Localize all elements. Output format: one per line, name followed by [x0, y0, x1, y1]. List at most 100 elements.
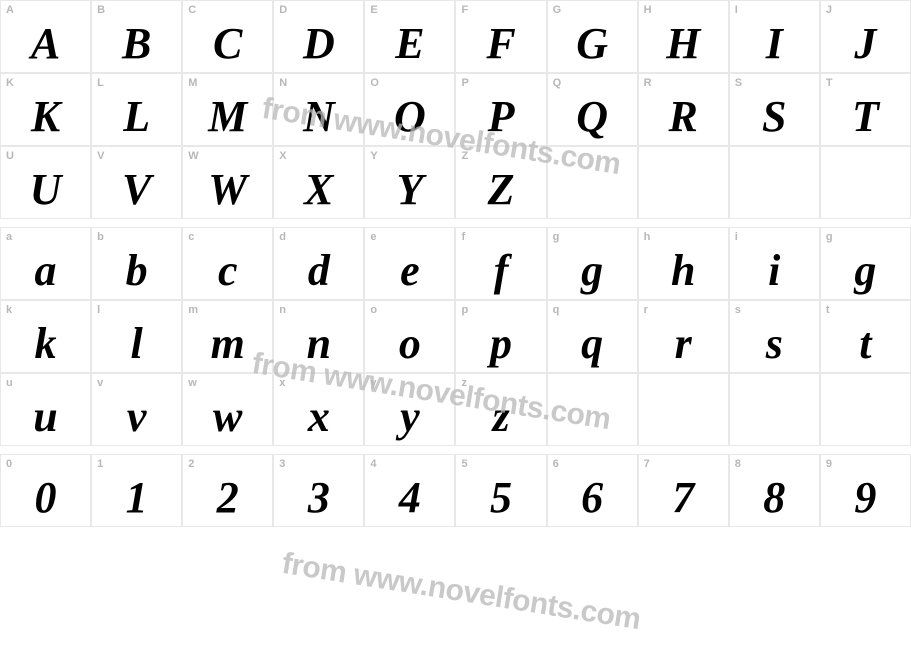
cell-glyph: g: [821, 249, 910, 293]
cell-label: 9: [826, 458, 832, 470]
charmap-cell: ss: [729, 300, 820, 373]
cell-label: 8: [735, 458, 741, 470]
cell-glyph: M: [183, 95, 272, 139]
charmap-cell: YY: [364, 146, 455, 219]
cell-glyph: X: [274, 168, 363, 212]
charmap-cell: mm: [182, 300, 273, 373]
charmap-cell: NN: [273, 73, 364, 146]
cell-label: 6: [553, 458, 559, 470]
charmap-block-digits: 00112233445566778899: [0, 454, 911, 527]
charmap-cell: zz: [455, 373, 546, 446]
watermark: from www.novelfonts.com: [280, 547, 643, 637]
charmap-cell: xx: [273, 373, 364, 446]
charmap-cell: oo: [364, 300, 455, 373]
cell-glyph: w: [183, 395, 272, 439]
cell-label: e: [370, 231, 376, 243]
cell-glyph: O: [365, 95, 454, 139]
cell-label: O: [370, 77, 379, 89]
cell-label: y: [370, 377, 376, 389]
charmap-row: kkllmmnnooppqqrrsstt: [0, 300, 911, 373]
cell-label: t: [826, 304, 830, 316]
charmap-row: uuvvwwxxyyzz: [0, 373, 911, 446]
cell-label: 7: [644, 458, 650, 470]
cell-glyph: q: [548, 322, 637, 366]
cell-glyph: L: [92, 95, 181, 139]
charmap-cell: uu: [0, 373, 91, 446]
charmap-cell: ee: [364, 227, 455, 300]
charmap-cell: 99: [820, 454, 911, 527]
charmap-cell: SS: [729, 73, 820, 146]
cell-label: b: [97, 231, 104, 243]
cell-label: R: [644, 77, 652, 89]
charmap-cell: BB: [91, 0, 182, 73]
cell-glyph: 3: [274, 476, 363, 520]
cell-glyph: d: [274, 249, 363, 293]
cell-glyph: e: [365, 249, 454, 293]
charmap-cell: 88: [729, 454, 820, 527]
cell-glyph: s: [730, 322, 819, 366]
cell-glyph: J: [821, 22, 910, 66]
cell-glyph: 5: [456, 476, 545, 520]
charmap-row: KKLLMMNNOOPPQQRRSSTT: [0, 73, 911, 146]
cell-label: F: [461, 4, 468, 16]
charmap-row: aabbccddeeffgghhiigg: [0, 227, 911, 300]
charmap-cell: yy: [364, 373, 455, 446]
cell-glyph: y: [365, 395, 454, 439]
cell-label: H: [644, 4, 652, 16]
charmap-cell: EE: [364, 0, 455, 73]
cell-glyph: F: [456, 22, 545, 66]
cell-glyph: V: [92, 168, 181, 212]
cell-glyph: R: [639, 95, 728, 139]
cell-label: X: [279, 150, 286, 162]
cell-glyph: h: [639, 249, 728, 293]
charmap-cell: RR: [638, 73, 729, 146]
charmap-cell: GG: [547, 0, 638, 73]
cell-glyph: 7: [639, 476, 728, 520]
charmap-cell: hh: [638, 227, 729, 300]
cell-glyph: 0: [1, 476, 90, 520]
cell-label: N: [279, 77, 287, 89]
charmap-block-lowercase: aabbccddeeffgghhiiggkkllmmnnooppqqrrsstt…: [0, 227, 911, 446]
cell-label: f: [461, 231, 465, 243]
charmap-cell: nn: [273, 300, 364, 373]
cell-label: 5: [461, 458, 467, 470]
cell-glyph: Q: [548, 95, 637, 139]
charmap-cell: JJ: [820, 0, 911, 73]
cell-label: C: [188, 4, 196, 16]
cell-label: a: [6, 231, 12, 243]
charmap-row: AABBCCDDEEFFGGHHIIJJ: [0, 0, 911, 73]
cell-glyph: u: [1, 395, 90, 439]
cell-label: V: [97, 150, 104, 162]
cell-glyph: B: [92, 22, 181, 66]
charmap-cell: [729, 373, 820, 446]
cell-glyph: K: [1, 95, 90, 139]
charmap-cell: OO: [364, 73, 455, 146]
charmap-block-uppercase: AABBCCDDEEFFGGHHIIJJKKLLMMNNOOPPQQRRSSTT…: [0, 0, 911, 219]
cell-label: W: [188, 150, 198, 162]
character-map-grid: AABBCCDDEEFFGGHHIIJJKKLLMMNNOOPPQQRRSSTT…: [0, 0, 911, 527]
charmap-cell: ll: [91, 300, 182, 373]
cell-label: Q: [553, 77, 562, 89]
charmap-cell: [729, 146, 820, 219]
cell-label: T: [826, 77, 833, 89]
charmap-cell: [547, 146, 638, 219]
cell-label: M: [188, 77, 197, 89]
charmap-cell: dd: [273, 227, 364, 300]
cell-glyph: g: [548, 249, 637, 293]
cell-label: p: [461, 304, 468, 316]
cell-label: g: [826, 231, 833, 243]
charmap-cell: PP: [455, 73, 546, 146]
cell-glyph: P: [456, 95, 545, 139]
charmap-cell: [638, 146, 729, 219]
charmap-cell: VV: [91, 146, 182, 219]
charmap-cell: qq: [547, 300, 638, 373]
charmap-cell: 22: [182, 454, 273, 527]
cell-glyph: E: [365, 22, 454, 66]
cell-glyph: p: [456, 322, 545, 366]
charmap-cell: DD: [273, 0, 364, 73]
cell-label: u: [6, 377, 13, 389]
cell-glyph: Z: [456, 168, 545, 212]
charmap-cell: 11: [91, 454, 182, 527]
cell-label: o: [370, 304, 377, 316]
cell-label: m: [188, 304, 198, 316]
